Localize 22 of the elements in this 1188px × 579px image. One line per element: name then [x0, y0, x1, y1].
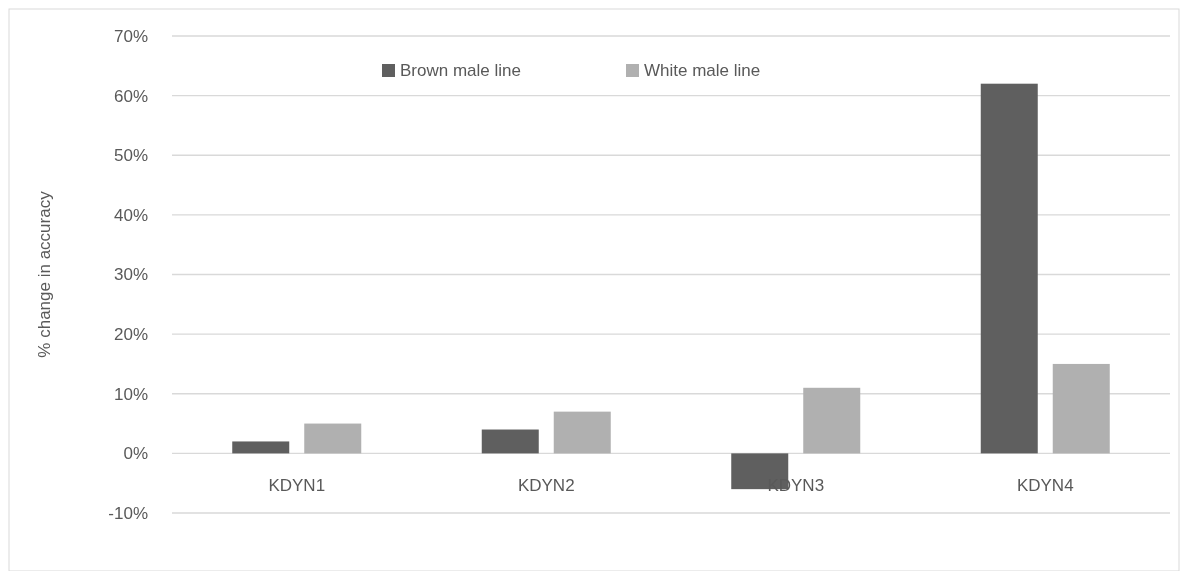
bar	[481, 429, 539, 454]
x-tick-label: KDYN1	[268, 476, 326, 496]
y-tick-label: 20%	[113, 325, 148, 345]
legend-label: Brown male line	[400, 60, 521, 80]
bar	[803, 387, 861, 454]
y-tick-label: 60%	[113, 86, 148, 106]
y-tick-label: 30%	[113, 265, 148, 285]
y-tick-label: 0%	[123, 444, 148, 464]
legend-label: White male line	[644, 60, 761, 80]
bar	[232, 441, 290, 454]
bar	[1052, 363, 1110, 454]
y-tick-label: 40%	[113, 205, 148, 225]
x-tick-label: KDYN2	[517, 476, 575, 496]
y-tick-label: 10%	[113, 384, 148, 404]
y-tick-label: 70%	[113, 26, 148, 46]
bar	[980, 83, 1038, 454]
y-tick-label: -10%	[108, 503, 148, 523]
y-tick-label: 50%	[113, 146, 148, 166]
x-tick-label: KDYN4	[1016, 476, 1074, 496]
bar	[304, 423, 362, 454]
y-axis-title: % change in accuracy	[35, 190, 54, 358]
bar	[553, 411, 611, 454]
